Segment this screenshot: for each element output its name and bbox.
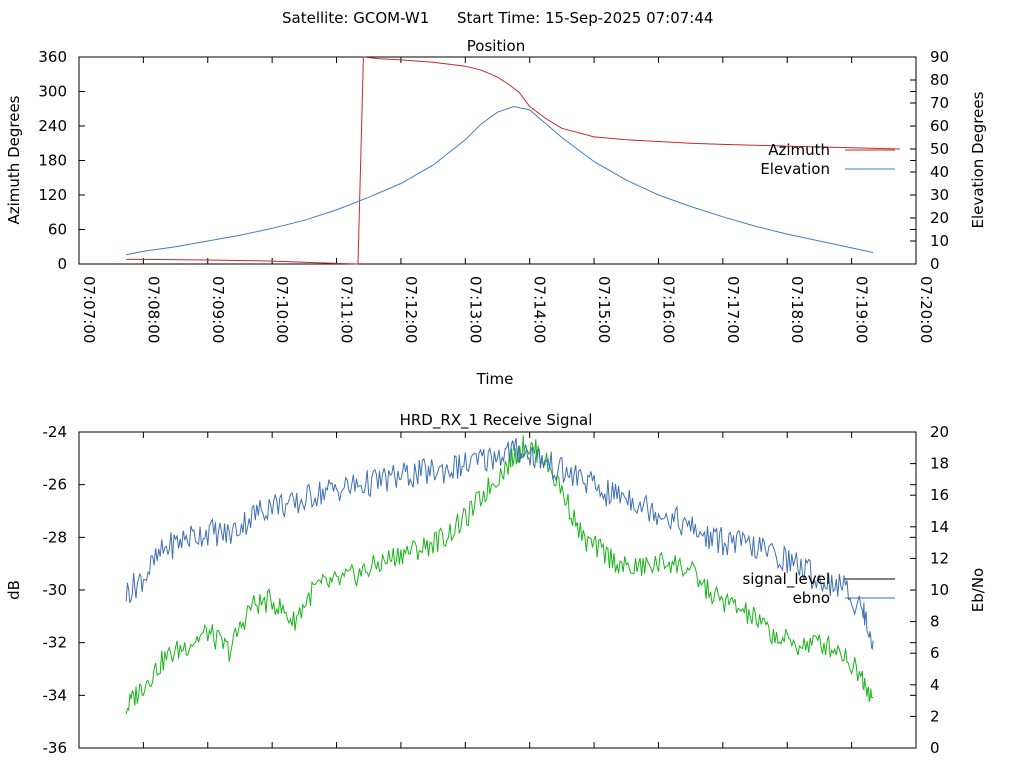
x-tick-label: 07:10:00 [273,276,291,343]
y-tick-label: -34 [43,686,68,704]
series-line-ebno [125,437,874,651]
y-tick-label: 0 [57,255,67,273]
x-tick-label: 07:13:00 [466,276,484,343]
start-time-label: Start Time: 15-Sep-2025 07:07:44 [457,9,713,27]
y2-tick-label: 80 [930,71,949,89]
x-tick-label: 07:19:00 [853,276,871,343]
y2-tick-label: 12 [930,549,949,567]
y2-tick-label: 50 [930,140,949,158]
y2-tick-label: 0 [930,255,940,273]
y2-tick-label: 14 [930,518,949,536]
y2-tick-label: 0 [930,739,940,757]
y-tick-label: -26 [43,476,68,494]
plot-frame [78,431,917,749]
y-tick-label: -36 [43,739,68,757]
y2-tick-label: 4 [930,676,940,694]
y-tick-label: 60 [48,221,67,239]
series-line-azimuth [126,56,900,265]
x-tick-label: 07:09:00 [209,276,227,343]
position-chart: Position Time Azimuth Degrees Elevation … [5,37,987,388]
y-tick-label: 360 [38,48,67,66]
y2-tick-label: 20 [930,423,949,441]
y2-tick-label: 10 [930,581,949,599]
signal-y-axis-label: dB [5,580,23,600]
y-tick-label: 240 [38,117,67,135]
x-tick-label: 07:16:00 [659,276,677,343]
legend-label: signal_level [742,570,830,589]
y2-tick-label: 70 [930,94,949,112]
series-line-elevation [126,105,874,256]
position-chart-title: Position [467,37,525,55]
y2-tick-label: 2 [930,707,940,725]
satellite-label: Satellite: GCOM-W1 [282,9,429,27]
series-line-signal-level [125,435,874,715]
x-tick-label: 07:12:00 [402,276,420,343]
y2-tick-label: 20 [930,209,949,227]
y-tick-label: 180 [38,152,67,170]
y-tick-label: -24 [43,423,68,441]
x-tick-label: 07:18:00 [788,276,806,343]
receive-signal-chart: HRD_RX_1 Receive Signal dB Eb/No -36 -34 -… [5,411,987,757]
x-tick-label: 07:07:00 [80,276,98,343]
x-tick-label: 07:11:00 [338,276,356,343]
y2-tick-label: 90 [930,48,949,66]
y-tick-label: 120 [38,186,67,204]
legend-label: ebno [793,589,830,607]
legend-label: Elevation [760,160,830,178]
y2-tick-label: 8 [930,613,940,631]
y-tick-label: -28 [43,528,68,546]
y2-tick-label: 60 [930,117,949,135]
x-tick-label: 07:14:00 [531,276,549,343]
y-tick-label: -30 [43,581,68,599]
y2-tick-label: 6 [930,644,940,662]
y-tick-label: -32 [43,634,68,652]
y2-tick-label: 18 [930,455,949,473]
y2-tick-label: 30 [930,186,949,204]
y2-tick-label: 10 [930,232,949,250]
x-tick-label: 07:08:00 [144,276,162,343]
y2-tick-label: 40 [930,163,949,181]
y-tick-label: 300 [38,83,67,101]
legend-label: Azimuth [768,141,830,159]
position-y-axis-label: Azimuth Degrees [5,95,23,224]
signal-y2-axis-label: Eb/No [969,568,987,612]
x-tick-label: 07:15:00 [595,276,613,343]
x-tick-label: 07:17:00 [724,276,742,343]
receive-signal-chart-title: HRD_RX_1 Receive Signal [400,411,593,430]
y2-tick-label: 16 [930,486,949,504]
position-x-axis-label: Time [476,370,514,388]
x-tick-label: 07:20:00 [917,276,935,343]
position-y2-axis-label: Elevation Degrees [969,91,987,228]
